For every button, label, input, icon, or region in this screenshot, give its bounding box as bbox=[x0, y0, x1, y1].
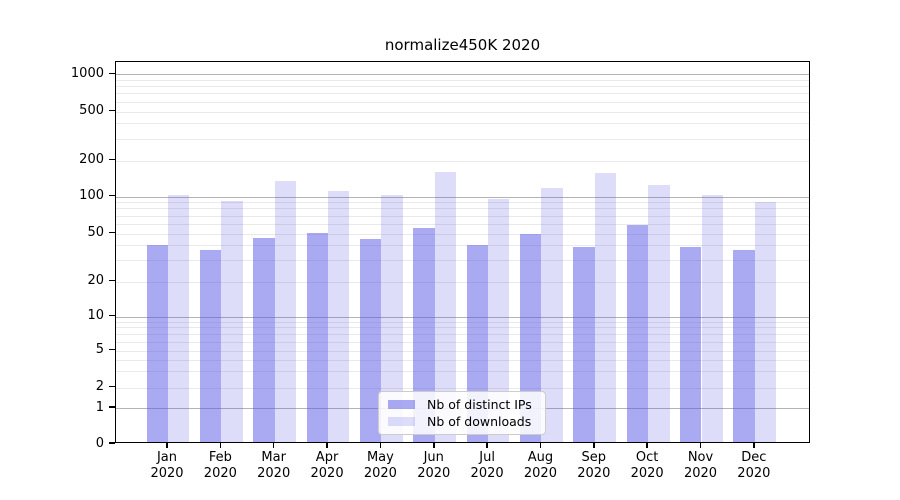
x-tick-mark bbox=[326, 443, 328, 448]
x-axis-tick-label: Jul 2020 bbox=[470, 450, 504, 481]
x-axis-tick-label: Feb 2020 bbox=[203, 450, 237, 481]
x-tick-mark bbox=[219, 443, 222, 448]
bar-downloads-may bbox=[381, 194, 403, 442]
gridline-minor bbox=[116, 86, 809, 88]
bar-distinct-ips-oct bbox=[626, 225, 649, 442]
y-axis-tick-label: 10 bbox=[87, 308, 104, 323]
y-axis-tick-label: 1000 bbox=[70, 65, 104, 81]
x-axis-tick-label: Jan 2020 bbox=[150, 450, 184, 481]
y-axis-tick-label: 5 bbox=[95, 342, 104, 357]
y-axis-tick-label: 200 bbox=[79, 152, 104, 167]
bar-distinct-ips-may bbox=[360, 239, 382, 442]
gridline-minor bbox=[116, 321, 809, 323]
x-axis-tick-label: Nov 2020 bbox=[683, 450, 718, 481]
x-tick-mark bbox=[593, 443, 595, 448]
x-tick-mark bbox=[539, 443, 542, 448]
x-axis-tick-label: Dec 2020 bbox=[737, 450, 771, 481]
x-tick-mark bbox=[433, 443, 435, 448]
chart-title: normalize450K 2020 bbox=[384, 36, 541, 54]
x-tick-mark bbox=[272, 443, 275, 448]
gridline-minor bbox=[116, 101, 809, 103]
y-axis-tick-label: 500 bbox=[79, 103, 104, 118]
gridline-minor bbox=[116, 371, 809, 373]
bar-distinct-ips-jan bbox=[146, 244, 168, 442]
x-axis-tick-label: Apr 2020 bbox=[310, 450, 344, 481]
plot-area bbox=[115, 61, 810, 443]
bar-downloads-sep bbox=[594, 173, 617, 442]
y-axis-tick-label: 1 bbox=[95, 399, 104, 415]
legend: Nb of distinct IPs Nb of downloads bbox=[378, 391, 546, 435]
gridline-minor bbox=[116, 350, 809, 352]
bar-downloads-jul bbox=[488, 198, 510, 442]
y-axis-tick-label: 100 bbox=[79, 188, 104, 203]
gridline-minor bbox=[116, 111, 809, 113]
bar-distinct-ips-mar bbox=[253, 238, 275, 442]
gridline-minor bbox=[116, 233, 809, 235]
y-axis-tick-label: 20 bbox=[87, 273, 104, 288]
gridline-major bbox=[116, 316, 809, 318]
grid-layer bbox=[116, 62, 809, 442]
bar-distinct-ips-feb bbox=[199, 250, 222, 442]
bar-downloads-apr bbox=[328, 190, 350, 442]
x-tick-mark bbox=[699, 443, 702, 448]
bar-distinct-ips-sep bbox=[573, 247, 595, 442]
x-axis-tick-label: Aug 2020 bbox=[523, 450, 557, 481]
gridline-minor bbox=[116, 223, 809, 225]
gridline-minor bbox=[116, 79, 809, 81]
bar-downloads-aug bbox=[541, 188, 563, 442]
bars-layer bbox=[116, 62, 809, 442]
bar-downloads-oct bbox=[648, 185, 670, 442]
legend-item-distinct-ips: Nb of distinct IPs bbox=[385, 396, 539, 413]
gridline-minor bbox=[116, 93, 809, 95]
gridline-minor bbox=[116, 208, 809, 210]
bar-distinct-ips-dec bbox=[733, 250, 755, 442]
legend-label-downloads: Nb of downloads bbox=[427, 413, 532, 429]
gridline-minor bbox=[116, 341, 809, 343]
gridline-minor bbox=[116, 245, 809, 247]
legend-label-distinct-ips: Nb of distinct IPs bbox=[427, 396, 532, 412]
gridline-minor bbox=[116, 202, 809, 204]
gridline-minor bbox=[116, 387, 809, 389]
gridline-minor bbox=[116, 138, 809, 140]
y-axis-tick-label: 2 bbox=[95, 379, 104, 395]
gridline-minor bbox=[116, 359, 809, 361]
bar-downloads-dec bbox=[754, 201, 777, 442]
bar-downloads-nov bbox=[701, 194, 723, 442]
bar-downloads-jun bbox=[434, 171, 457, 442]
legend-swatch-downloads bbox=[388, 417, 415, 426]
bar-downloads-jan bbox=[168, 194, 190, 442]
gridline-minor bbox=[116, 333, 809, 335]
bar-distinct-ips-apr bbox=[306, 232, 329, 442]
bar-downloads-feb bbox=[221, 201, 243, 442]
x-axis-tick-label: Sep 2020 bbox=[577, 450, 611, 481]
gridline-minor bbox=[116, 123, 809, 125]
gridline-minor bbox=[116, 281, 809, 283]
gridline-minor bbox=[116, 260, 809, 262]
x-axis-tick-label: Jun 2020 bbox=[417, 450, 451, 481]
gridline-minor bbox=[116, 215, 809, 217]
x-tick-mark bbox=[379, 443, 382, 448]
bar-distinct-ips-jun bbox=[413, 228, 435, 442]
x-tick-mark bbox=[486, 443, 488, 448]
gridline-major bbox=[116, 196, 809, 198]
bar-distinct-ips-aug bbox=[520, 233, 542, 442]
x-tick-mark bbox=[166, 443, 168, 448]
y-axis-tick-label: 0 bbox=[95, 435, 104, 451]
bar-downloads-mar bbox=[274, 181, 297, 442]
x-tick-mark bbox=[753, 443, 755, 448]
legend-swatch-distinct-ips bbox=[388, 400, 415, 409]
gridline-minor bbox=[116, 327, 809, 329]
x-axis-tick-label: Oct 2020 bbox=[630, 450, 664, 481]
x-tick-mark bbox=[646, 443, 648, 448]
y-axis-tick-label: 50 bbox=[87, 225, 104, 240]
x-axis-tick-label: May 2020 bbox=[363, 450, 397, 481]
gridline-minor bbox=[116, 160, 809, 162]
bar-distinct-ips-nov bbox=[680, 247, 702, 442]
gridline-major bbox=[116, 74, 809, 76]
legend-item-downloads: Nb of downloads bbox=[385, 413, 539, 430]
x-axis-tick-label: Mar 2020 bbox=[257, 450, 291, 481]
